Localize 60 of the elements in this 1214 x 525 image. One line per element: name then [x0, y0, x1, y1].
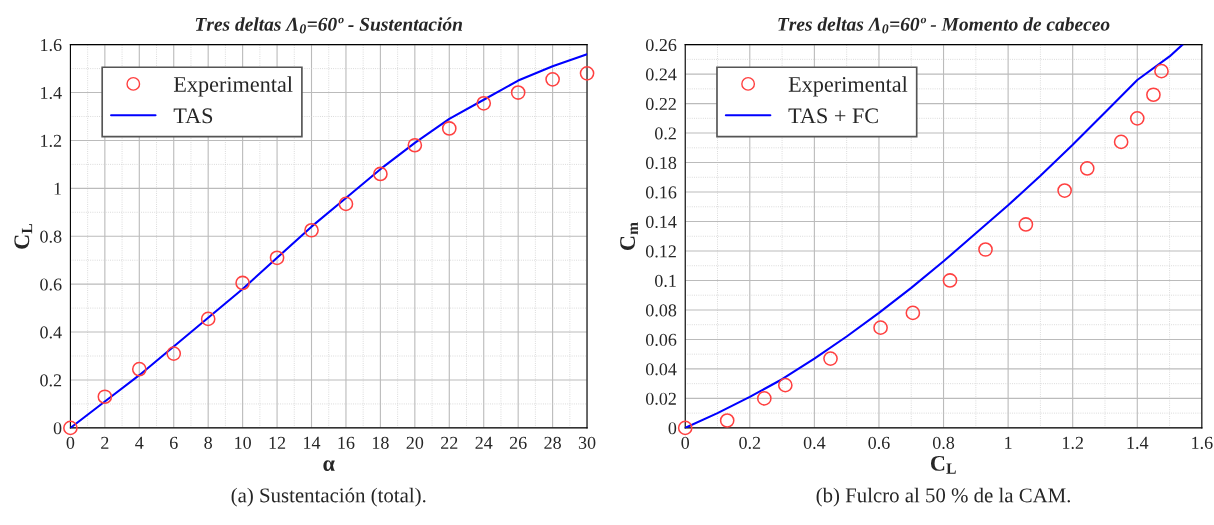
x-tick-label: 28	[544, 436, 561, 449]
chart-title: Tres deltas Λ$_{0}$=60º - Sustentación	[195, 17, 462, 34]
x-tick-label: 1	[1005, 436, 1012, 449]
y-tick-label: 1	[54, 182, 61, 195]
y-tick-label: 1.6	[41, 38, 62, 52]
x-tick-label: 0.6	[868, 436, 890, 449]
x-tick-label: 30	[578, 436, 596, 449]
y-tick-label: 0.04	[645, 363, 677, 376]
x-tick-label: 20	[406, 436, 424, 449]
y-tick-label: 0.12	[645, 245, 676, 258]
y-tick-label: 0.22	[645, 97, 676, 111]
y-tick-label: 0.16	[645, 186, 677, 199]
legend-label: Experimental	[788, 76, 908, 97]
text: (a) Sustentación (total).	[231, 487, 426, 507]
x-tick-label: 0	[66, 436, 75, 449]
y-tick-label: 0.14	[645, 215, 677, 229]
x-tick-label: 8	[204, 436, 213, 449]
y-tick-label: 0.26	[645, 38, 677, 52]
x-tick-label: 6	[170, 436, 178, 449]
x-tick-label: 26	[509, 436, 527, 449]
y-tick-label: 0.1	[655, 274, 676, 287]
x-tick-label: 16	[338, 436, 355, 449]
y-tick-label: 0	[668, 422, 677, 435]
text: (b) Fulcro al 50 % de la CAM.	[816, 487, 1071, 507]
x-tick-label: 14	[304, 436, 321, 449]
x-tick-label: 18	[372, 436, 389, 449]
y-tick-label: 0.2	[655, 127, 676, 140]
x-tick-label: 1.2	[1063, 436, 1083, 449]
y-tick-label: 1.2	[41, 134, 62, 147]
x-tick-label: 0	[681, 436, 690, 449]
x-tick-label: 22	[441, 436, 458, 449]
y-tick-label: 0.06	[645, 333, 677, 346]
y-tick-label: 0.2	[40, 374, 62, 387]
y-tick-label: 1.4	[41, 86, 62, 100]
y-tick-label: 0.8	[40, 230, 62, 243]
x-tick-label: 0.2	[739, 436, 761, 449]
chart-title: Tres deltas Λ$_{0}$=60º - Momento de cabeceo	[778, 17, 1110, 34]
y-tick-label: 0.24	[645, 68, 677, 81]
x-axis-title: C$_{L}$	[930, 455, 956, 474]
y-tick-label: 0.6	[40, 278, 62, 291]
x-tick-label: 2	[101, 436, 109, 449]
y-axis-title: C$_{m}$	[620, 222, 638, 251]
legend-label: Experimental	[173, 76, 293, 97]
x-tick-label: 10	[235, 436, 251, 449]
y-axis-title: C$_{L}$	[14, 223, 33, 249]
legend-label: TAS + FC	[788, 108, 878, 124]
legend-label: TAS	[173, 108, 213, 124]
x-tick-label: 0.8	[932, 436, 955, 449]
y-tick-label: 0.18	[645, 156, 677, 170]
x-tick-label: 0.4	[803, 436, 826, 449]
x-tick-label: 24	[475, 436, 493, 449]
y-tick-label: 0.4	[40, 326, 62, 339]
y-tick-label: 0.02	[645, 392, 676, 405]
x-tick-label: 4	[135, 436, 144, 449]
x-tick-label: 1.6	[1192, 436, 1213, 449]
y-tick-label: 0.08	[645, 304, 677, 317]
x-tick-label: 1.4	[1127, 436, 1149, 449]
y-tick-label: 0	[53, 422, 62, 435]
x-axis-title: α	[323, 460, 335, 471]
x-tick-label: 12	[269, 436, 286, 449]
